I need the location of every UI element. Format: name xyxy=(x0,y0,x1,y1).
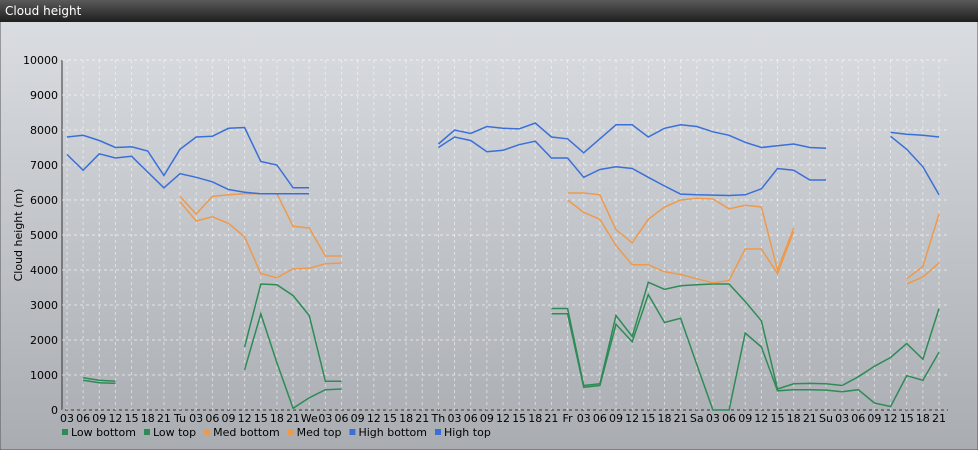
x-tick-label: 18 xyxy=(528,412,542,425)
series-line xyxy=(66,122,940,189)
legend-label: High bottom xyxy=(358,426,427,439)
x-tick-label: 18 xyxy=(657,412,671,425)
x-tick-label: 21 xyxy=(286,412,300,425)
x-tick-label: 21 xyxy=(157,412,171,425)
x-tick-label: 12 xyxy=(625,412,639,425)
y-tick-label: 1000 xyxy=(30,369,58,382)
x-tick-label: 18 xyxy=(916,412,930,425)
y-tick-label: 9000 xyxy=(30,89,58,102)
x-tick-label: 03 xyxy=(577,412,591,425)
x-tick-label: We xyxy=(301,412,318,425)
title-bar xyxy=(0,0,978,22)
legend-swatch xyxy=(349,429,356,435)
y-tick-label: 4000 xyxy=(30,264,58,277)
series-line xyxy=(82,292,940,411)
x-tick-label: Th xyxy=(431,412,446,425)
x-tick-label: 12 xyxy=(884,412,898,425)
x-tick-label: 09 xyxy=(480,412,494,425)
x-tick-label: 15 xyxy=(125,412,139,425)
legend-label: Low bottom xyxy=(71,426,136,439)
x-tick-label: 12 xyxy=(367,412,381,425)
legend-swatch xyxy=(143,429,150,435)
series-line xyxy=(179,199,940,285)
x-tick-label: 18 xyxy=(270,412,284,425)
y-tick-label: 6000 xyxy=(30,194,58,207)
x-tick-label: 03 xyxy=(189,412,203,425)
x-tick-label: 15 xyxy=(900,412,914,425)
window-title: Cloud height xyxy=(5,4,82,18)
legend-swatch xyxy=(287,429,294,435)
x-tick-label: 03 xyxy=(60,412,74,425)
x-tick-label: 18 xyxy=(399,412,413,425)
x-tick-label: 09 xyxy=(351,412,365,425)
x-tick-label: 06 xyxy=(205,412,219,425)
legend-swatch xyxy=(435,429,441,435)
x-tick-label: Tu xyxy=(173,412,186,425)
x-tick-label: 15 xyxy=(771,412,785,425)
x-tick-label: 21 xyxy=(803,412,817,425)
x-tick-label: 15 xyxy=(383,412,397,425)
x-tick-label: 21 xyxy=(674,412,688,425)
x-tick-label: 18 xyxy=(787,412,801,425)
x-tick-label: 12 xyxy=(238,412,252,425)
x-tick-label: 15 xyxy=(254,412,268,425)
x-tick-label: 06 xyxy=(464,412,478,425)
x-tick-label: 12 xyxy=(754,412,768,425)
legend-label: Low top xyxy=(153,426,196,439)
x-tick-label: Fr xyxy=(563,412,574,425)
y-tick-label: 3000 xyxy=(30,299,58,312)
x-tick-label: 03 xyxy=(318,412,332,425)
x-tick-label: 03 xyxy=(706,412,720,425)
x-tick-label: 06 xyxy=(76,412,90,425)
x-tick-label: 09 xyxy=(221,412,235,425)
x-tick-label: 15 xyxy=(641,412,655,425)
x-tick-label: 18 xyxy=(141,412,155,425)
x-tick-label: 09 xyxy=(738,412,752,425)
x-tick-label: 03 xyxy=(835,412,849,425)
x-tick-label: 06 xyxy=(722,412,736,425)
x-tick-label: Su xyxy=(819,412,833,425)
legend-swatch xyxy=(204,429,211,435)
legend-swatch xyxy=(62,429,68,435)
legend-label: Med bottom xyxy=(213,426,280,439)
x-tick-label: 09 xyxy=(92,412,106,425)
y-tick-label: 8000 xyxy=(30,124,58,137)
x-tick-label: 06 xyxy=(851,412,865,425)
x-tick-label: 06 xyxy=(593,412,607,425)
series-line xyxy=(82,281,940,390)
legend-label: High top xyxy=(444,426,491,439)
x-tick-label: 06 xyxy=(335,412,349,425)
x-tick-label: Sa xyxy=(690,412,704,425)
x-tick-label: 15 xyxy=(512,412,526,425)
x-tick-label: 09 xyxy=(609,412,623,425)
legend-label: Med top xyxy=(297,426,342,439)
x-tick-label: 12 xyxy=(496,412,510,425)
x-tick-label: 21 xyxy=(415,412,429,425)
x-tick-label: 21 xyxy=(932,412,946,425)
y-tick-label: 5000 xyxy=(30,229,58,242)
series-line xyxy=(66,135,940,197)
x-tick-label: 03 xyxy=(448,412,462,425)
x-tick-label: 21 xyxy=(544,412,558,425)
y-tick-label: 7000 xyxy=(30,159,58,172)
y-tick-label: 0 xyxy=(51,404,58,417)
y-axis-label: Cloud height (m) xyxy=(12,189,25,282)
y-tick-label: 10000 xyxy=(23,54,58,67)
x-tick-label: 09 xyxy=(867,412,881,425)
y-tick-label: 2000 xyxy=(30,334,58,347)
x-tick-label: 12 xyxy=(108,412,122,425)
